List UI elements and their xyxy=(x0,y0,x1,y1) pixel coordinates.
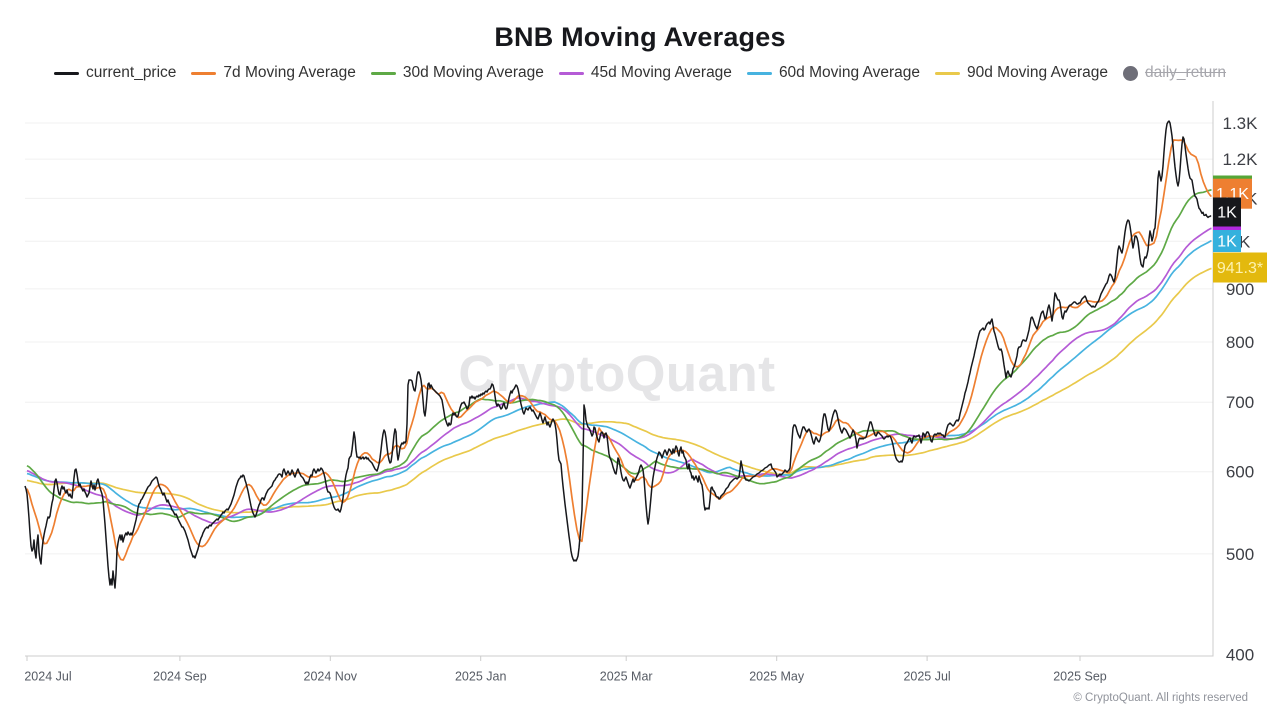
svg-text:1.3K: 1.3K xyxy=(1223,114,1259,133)
svg-text:2025 Jan: 2025 Jan xyxy=(455,670,506,684)
svg-text:2025 Mar: 2025 Mar xyxy=(600,670,653,684)
svg-text:2024 Nov: 2024 Nov xyxy=(304,670,358,684)
svg-text:1K: 1K xyxy=(1217,234,1237,251)
svg-text:2025 Sep: 2025 Sep xyxy=(1053,670,1107,684)
svg-text:2024 Jul: 2024 Jul xyxy=(24,670,71,684)
svg-text:500: 500 xyxy=(1226,545,1254,564)
svg-text:941.3*: 941.3* xyxy=(1217,260,1263,277)
svg-text:1K: 1K xyxy=(1217,205,1237,222)
svg-text:700: 700 xyxy=(1226,393,1254,412)
svg-text:800: 800 xyxy=(1226,333,1254,352)
svg-text:1.2K: 1.2K xyxy=(1223,150,1259,169)
svg-text:2025 May: 2025 May xyxy=(749,670,805,684)
svg-text:900: 900 xyxy=(1226,280,1254,299)
svg-text:2024 Sep: 2024 Sep xyxy=(153,670,207,684)
svg-text:600: 600 xyxy=(1226,463,1254,482)
svg-text:400: 400 xyxy=(1226,646,1254,665)
svg-text:2025 Jul: 2025 Jul xyxy=(903,670,950,684)
